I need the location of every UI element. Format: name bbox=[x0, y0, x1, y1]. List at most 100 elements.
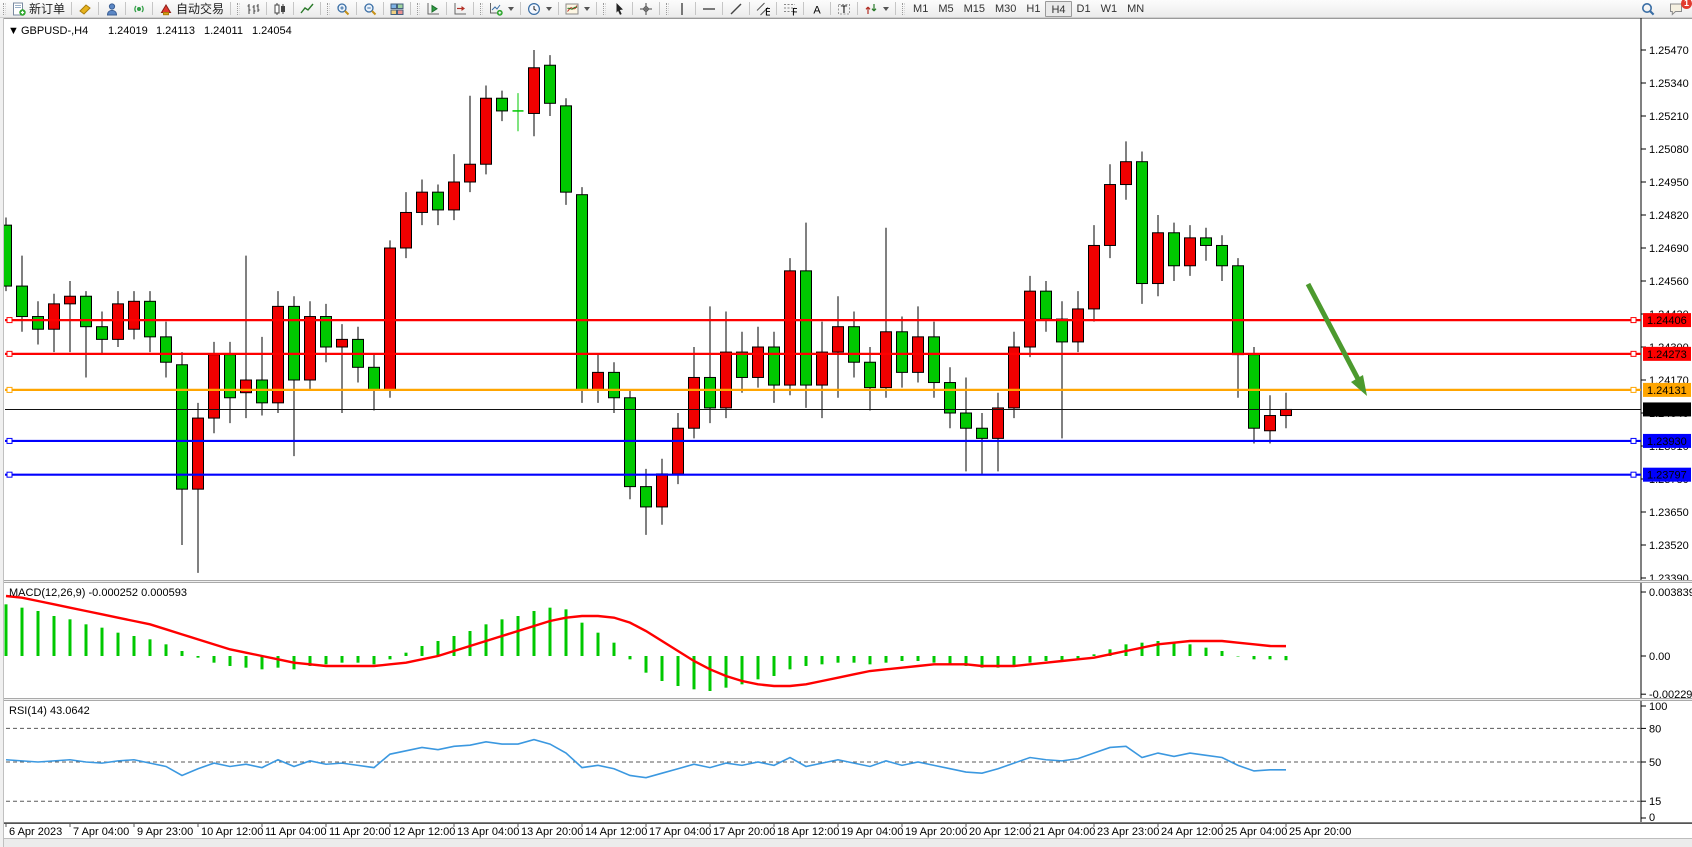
macd-label: MACD(12,26,9) -0.000252 0.000593 bbox=[9, 587, 187, 599]
toolbar-separator bbox=[857, 2, 859, 15]
chevron-down-icon[interactable] bbox=[883, 6, 890, 11]
timeframe-h4-button[interactable]: H4 bbox=[1045, 0, 1072, 17]
line-handle[interactable] bbox=[1630, 471, 1637, 478]
candle bbox=[176, 352, 188, 545]
line-handle[interactable] bbox=[1630, 350, 1637, 357]
macd-panel[interactable]: 0.003839 0.00 -0.002291 MACD(12,26,9) -0.0… bbox=[0, 583, 1692, 699]
toolbar-grip[interactable] bbox=[237, 2, 241, 15]
time-axis-label: 14 Apr 12:00 bbox=[585, 826, 647, 838]
market-watch-icon bbox=[79, 3, 91, 15]
candle bbox=[992, 392, 1004, 472]
price-axis-label: 1.24690 bbox=[1649, 243, 1689, 255]
tile-windows-button[interactable] bbox=[387, 0, 407, 18]
line-handle[interactable] bbox=[6, 350, 13, 357]
toolbar-grip[interactable] bbox=[666, 2, 670, 15]
equidistant-channel-button[interactable]: E bbox=[753, 0, 773, 18]
price-axis-label: 1.24820 bbox=[1649, 210, 1689, 222]
hline-support-1.23930[interactable] bbox=[5, 437, 1641, 444]
periods-button[interactable] bbox=[524, 0, 555, 18]
price-tag-1.24054: 1.24054 bbox=[1643, 402, 1691, 417]
candle bbox=[1184, 225, 1196, 276]
hline-support-1.23797[interactable] bbox=[5, 471, 1641, 478]
candlestick-mode-button[interactable] bbox=[270, 0, 290, 18]
main-chart-panel[interactable]: 1.25470 1.25340 1.25210 1.25080 1.24950 1.248… bbox=[0, 18, 1692, 581]
hline-resistance-1.24273[interactable] bbox=[5, 350, 1641, 357]
crosshair-button[interactable] bbox=[636, 0, 656, 18]
bar-chart-mode-button[interactable] bbox=[243, 0, 263, 18]
vertical-line-button[interactable] bbox=[672, 0, 692, 18]
line-handle[interactable] bbox=[1630, 317, 1637, 324]
hline-resistance-1.24406[interactable] bbox=[5, 317, 1641, 324]
line-handle[interactable] bbox=[6, 317, 13, 324]
panel-splitter[interactable] bbox=[0, 698, 1692, 701]
rsi-panel[interactable]: 100 80 50 15 0 RSI(14) 43.0642 bbox=[0, 701, 1692, 823]
timeframe-m5-button[interactable]: M5 bbox=[938, 2, 954, 15]
autotrading-label: 自动交易 bbox=[176, 2, 225, 16]
line-handle[interactable] bbox=[1630, 386, 1637, 393]
rsi-label: RSI(14) 43.0642 bbox=[9, 705, 90, 717]
line-handle[interactable] bbox=[6, 386, 13, 393]
candle bbox=[1056, 301, 1068, 439]
trend-line-button[interactable] bbox=[726, 0, 746, 18]
chevron-down-icon[interactable] bbox=[584, 6, 591, 11]
hline-pivot-1.24131[interactable] bbox=[5, 386, 1641, 393]
line-handle[interactable] bbox=[6, 471, 13, 478]
line-handle[interactable] bbox=[6, 437, 13, 444]
timeframe-mn-button[interactable]: MN bbox=[1127, 2, 1145, 15]
zoom-out-button[interactable] bbox=[360, 0, 380, 18]
timeframe-m30-button[interactable]: M30 bbox=[995, 2, 1017, 15]
timeframe-m15-button[interactable]: M15 bbox=[963, 2, 985, 15]
notifications-button[interactable]: 1 bbox=[1666, 0, 1692, 18]
price-axis[interactable]: 1.25470 1.25340 1.25210 1.25080 1.24950 1.248… bbox=[1640, 18, 1689, 581]
candle bbox=[496, 90, 508, 122]
candle bbox=[512, 93, 524, 132]
time-axis-label: 24 Apr 12:00 bbox=[1161, 826, 1223, 838]
templates-button[interactable] bbox=[562, 0, 593, 18]
time-axis-label: 19 Apr 20:00 bbox=[905, 826, 967, 838]
zoom-in-button[interactable] bbox=[333, 0, 353, 18]
new-order-button[interactable]: 新订单 bbox=[9, 0, 68, 18]
cursor-button[interactable] bbox=[609, 0, 629, 18]
timeframe-m1-button[interactable]: M1 bbox=[913, 2, 929, 15]
chart-shift-button[interactable] bbox=[450, 0, 470, 18]
chevron-down-icon[interactable] bbox=[508, 6, 515, 11]
time-axis[interactable]: 6 Apr 2023 7 Apr 04:00 9 Apr 23:00 10 Apr 1… bbox=[0, 823, 1692, 838]
arrow-annotation[interactable] bbox=[1305, 282, 1367, 396]
candle bbox=[96, 311, 108, 355]
candle bbox=[1008, 331, 1020, 419]
text-button[interactable]: A bbox=[807, 0, 827, 18]
line-chart-mode-button[interactable] bbox=[297, 0, 317, 18]
new-chart-button[interactable] bbox=[486, 0, 517, 18]
candle bbox=[368, 354, 380, 411]
horizontal-line-button[interactable] bbox=[699, 0, 719, 18]
signals-button[interactable] bbox=[129, 0, 149, 18]
arrows-button[interactable] bbox=[861, 0, 892, 18]
profile-button[interactable] bbox=[102, 0, 122, 18]
time-axis-label: 19 Apr 04:00 bbox=[841, 826, 903, 838]
svg-text:A: A bbox=[813, 4, 821, 16]
toolbar-grip[interactable] bbox=[3, 2, 6, 15]
toolbar-grip[interactable] bbox=[417, 2, 421, 15]
panel-splitter[interactable] bbox=[0, 580, 1692, 583]
chevron-down-icon[interactable] bbox=[546, 6, 553, 11]
auto-scroll-button[interactable] bbox=[423, 0, 443, 18]
toolbar-separator bbox=[410, 2, 412, 15]
toolbar-grip[interactable] bbox=[902, 2, 906, 15]
fibonacci-button[interactable]: F bbox=[780, 0, 800, 18]
toolbar-grip[interactable] bbox=[480, 2, 484, 15]
market-watch-button[interactable] bbox=[75, 0, 95, 18]
timeframe-w1-button[interactable]: W1 bbox=[1100, 2, 1118, 15]
toolbar-grip[interactable] bbox=[327, 2, 331, 15]
status-bar bbox=[0, 838, 1692, 847]
timeframe-d1-button[interactable]: D1 bbox=[1076, 2, 1091, 15]
candle bbox=[432, 184, 444, 226]
rsi-axis-label: 80 bbox=[1649, 723, 1661, 735]
toolbar-separator bbox=[776, 2, 778, 15]
text-label-button[interactable]: T bbox=[834, 0, 854, 18]
toolbar-grip[interactable] bbox=[603, 2, 607, 15]
line-handle[interactable] bbox=[1630, 437, 1637, 444]
autotrading-button[interactable]: 自动交易 bbox=[156, 0, 227, 18]
search-button[interactable] bbox=[1638, 0, 1658, 18]
timeframe-h1-button[interactable]: H1 bbox=[1026, 2, 1041, 15]
price-axis-label: 1.23520 bbox=[1649, 540, 1689, 552]
